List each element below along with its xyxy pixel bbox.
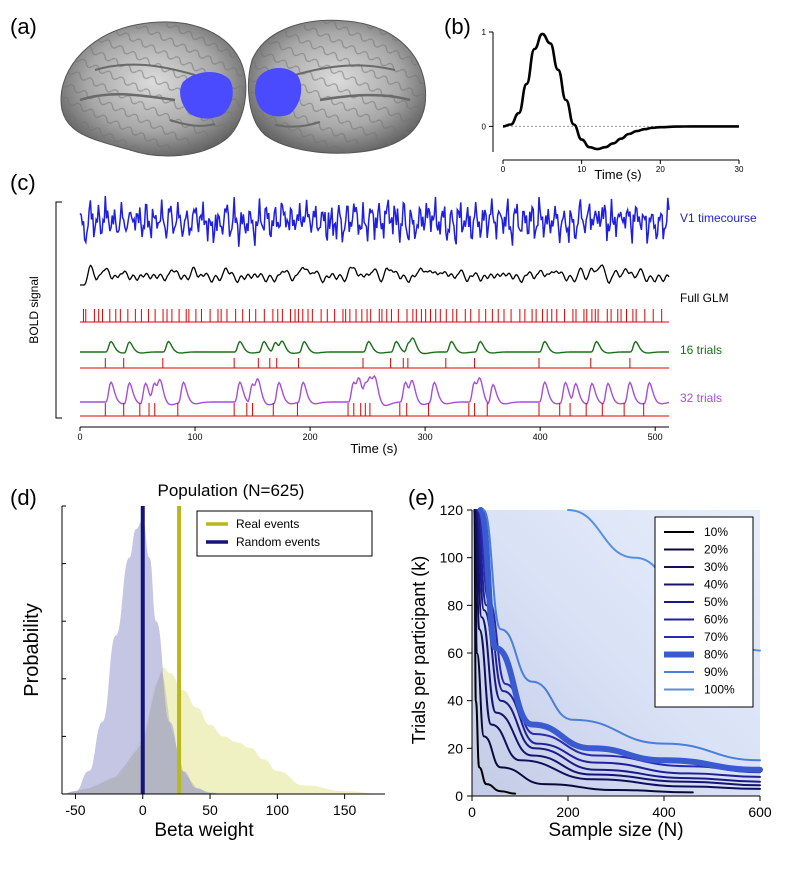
power-contour-10pct [473, 509, 517, 795]
v1-region-right [255, 67, 302, 117]
probability-label: Probability [21, 603, 43, 696]
e-legend-label: 100% [704, 683, 735, 697]
hrf-x-tick-label: 10 [577, 165, 586, 174]
hrf-x-label: Time (s) [594, 167, 641, 182]
power-contour-60pct [475, 509, 761, 778]
beta-weight-label: Beta weight [154, 820, 254, 841]
d-x-tick-label: 0 [139, 802, 147, 818]
event-markers-all [80, 309, 669, 323]
timecourse-x-label: Time (s) [350, 441, 397, 456]
e-x-tick-label: 0 [468, 804, 476, 820]
power-contour-20pct [473, 509, 694, 794]
e-y-tick-label: 80 [447, 597, 463, 613]
hrf-x-tick-label: 20 [656, 165, 665, 174]
e-legend-label: 90% [704, 665, 728, 679]
v1-timecourse-line [79, 195, 670, 247]
panel-label-c: (c) [10, 170, 36, 195]
trials-per-participant-label: Trials per participant (k) [409, 556, 429, 744]
panel-label-b: (b) [444, 14, 471, 39]
trials16-line [80, 337, 669, 355]
legend-random-label: Random events [236, 535, 320, 549]
d-x-tick-label: 150 [333, 802, 357, 818]
hrf-chart: 0 10 20 30 0 1 Time (s) [482, 28, 744, 182]
v1-timecourse-label: V1 timecourse [680, 211, 757, 225]
hrf-x-tick-label: 0 [501, 165, 506, 174]
full-glm-label: Full GLM [680, 291, 729, 305]
e-legend-label: 80% [704, 648, 728, 662]
e-legend-label: 50% [704, 595, 728, 609]
e-x-tick-label: 400 [652, 804, 676, 820]
power-contour-40pct [474, 509, 761, 787]
e-legend-label: 10% [704, 525, 728, 539]
e-y-tick-label: 20 [447, 740, 463, 756]
d-x-tick-label: 100 [266, 802, 290, 818]
brain-left-hemisphere [60, 21, 247, 157]
hrf-x-tick-label: 30 [735, 165, 744, 174]
timecourse-chart: BOLD signal V1 timecourse Full GLM 16 tr… [27, 195, 757, 456]
power-contour-90pct [482, 509, 761, 762]
sample-size-label: Sample size (N) [548, 820, 683, 841]
hrf-curve [502, 32, 739, 151]
bold-signal-label: BOLD signal [27, 276, 41, 343]
e-x-tick-label: 600 [748, 804, 772, 820]
e-legend-label: 20% [704, 543, 728, 557]
hrf-y-tick-label: 1 [482, 28, 487, 37]
full-glm-line [80, 264, 670, 286]
bold-bracket [55, 201, 62, 419]
legend-real-label: Real events [236, 517, 299, 531]
event-markers-16 [80, 358, 669, 369]
timecourse-x-tick-label: 400 [533, 432, 548, 442]
timecourse-x-tick-label: 0 [77, 432, 82, 442]
hrf-y-tick-label: 0 [482, 122, 487, 131]
population-title: Population (N=625) [158, 481, 305, 500]
overlap-density [62, 670, 237, 794]
e-y-tick-label: 60 [447, 645, 463, 661]
timecourse-x-tick-label: 100 [188, 432, 203, 442]
power-contour-50pct [475, 509, 761, 783]
trials32-label: 32 trials [680, 391, 722, 405]
power-contour-30pct [474, 509, 761, 790]
e-y-tick-label: 120 [440, 502, 464, 518]
e-x-tick-label: 200 [556, 804, 580, 820]
e-y-tick-label: 0 [455, 788, 463, 804]
e-y-tick-label: 100 [440, 550, 464, 566]
brain-right-hemisphere [248, 19, 427, 154]
v1-region-left [180, 71, 233, 119]
timecourse-x-tick-label: 200 [303, 432, 318, 442]
d-legend: Real events Random events [196, 510, 373, 557]
panel-label-a: (a) [10, 14, 37, 39]
timecourse-x-tick-label: 300 [418, 432, 433, 442]
power-contour-chart: 0 200 400 600 0 20 40 60 80 100 120 Trials per par… [409, 502, 772, 841]
d-x-tick-label: 50 [202, 802, 218, 818]
beta-distribution-chart: Population (N=625) -50 0 50 100 150 Probabil… [21, 481, 385, 841]
trials32-line [80, 374, 670, 407]
timecourse-x-tick-label: 500 [648, 432, 663, 442]
d-x-tick-label: -50 [65, 802, 85, 818]
e-legend: 10% 20% 30% 40% 50% 60% 70% 80% 90% 100% [654, 516, 754, 708]
panel-label-e: (e) [408, 485, 435, 510]
e-y-tick-label: 40 [447, 693, 463, 709]
e-legend-label: 30% [704, 560, 728, 574]
power-contour-80pct [477, 507, 763, 773]
e-legend-label: 40% [704, 578, 728, 592]
e-legend-label: 70% [704, 630, 728, 644]
trials16-label: 16 trials [680, 343, 722, 357]
panel-label-d: (d) [10, 485, 37, 510]
event-markers-32 [80, 403, 669, 417]
e-legend-label: 60% [704, 613, 728, 627]
